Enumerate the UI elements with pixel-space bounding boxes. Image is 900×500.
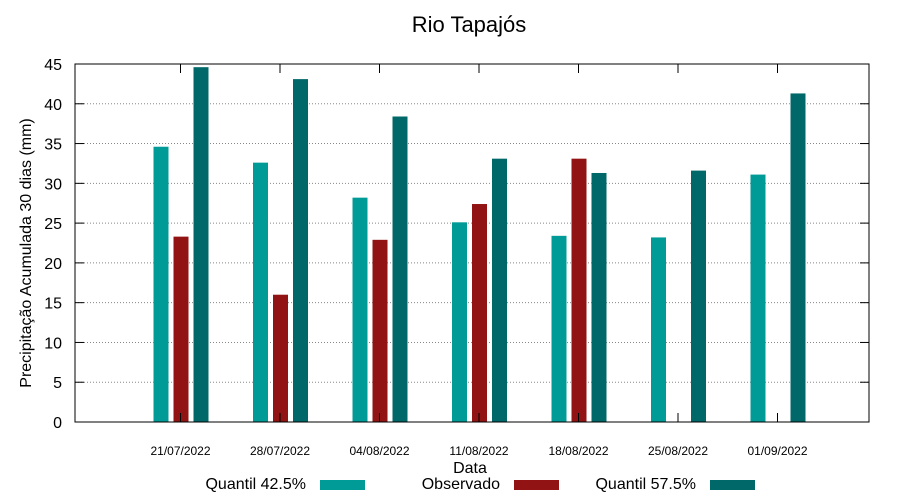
- y-tick-label: 35: [44, 137, 62, 154]
- bar: [750, 174, 766, 422]
- bar: [293, 79, 308, 423]
- legend-swatch: [710, 480, 755, 490]
- bar: [591, 172, 607, 422]
- x-axis-label: Data: [453, 460, 487, 477]
- y-tick-label: 0: [53, 415, 62, 432]
- legend-label: Observado: [422, 476, 500, 493]
- x-tick-label: 11/08/2022: [449, 444, 508, 458]
- bar: [472, 204, 487, 422]
- y-tick-label: 25: [44, 216, 62, 233]
- y-tick-label: 10: [44, 335, 62, 352]
- x-tick-label: 18/08/2022: [548, 444, 608, 458]
- bar: [571, 158, 587, 422]
- bar: [352, 197, 368, 422]
- bar: [790, 93, 806, 423]
- y-axis-label: Precipitação Acumulada 30 dias (mm): [18, 118, 35, 387]
- bar: [392, 116, 408, 423]
- bar: [691, 170, 706, 422]
- bar: [492, 158, 507, 422]
- bar: [651, 237, 666, 422]
- x-ticks: 21/07/2022 28/07/2022 04/08/2022 11/08/2022…: [150, 64, 808, 458]
- y-tick-label: 15: [44, 296, 62, 313]
- chart-title: Rio Tapajós: [412, 12, 527, 37]
- bar: [452, 222, 467, 422]
- bar: [253, 162, 268, 422]
- legend: Quantil 42.5% Observado Quantil 57.5%: [205, 476, 755, 493]
- x-tick-label: 21/07/2022: [150, 444, 210, 458]
- plot-frame: [74, 63, 870, 423]
- y-tick-label: 30: [44, 176, 62, 193]
- y-tick-label: 5: [53, 375, 62, 392]
- bar: [173, 236, 189, 422]
- legend-swatch: [514, 480, 559, 490]
- bar: [372, 239, 388, 422]
- bar: [551, 235, 567, 422]
- legend-label: Quantil 57.5%: [595, 476, 696, 493]
- x-tick-label: 01/09/2022: [747, 444, 807, 458]
- x-tick-label: 04/08/2022: [349, 444, 409, 458]
- legend-swatch: [320, 480, 365, 490]
- bar: [193, 67, 209, 422]
- bar: [273, 294, 288, 422]
- y-tick-label: 20: [44, 256, 62, 273]
- x-tick-label: 25/08/2022: [648, 444, 708, 458]
- x-tick-label: 28/07/2022: [250, 444, 310, 458]
- y-tick-label: 45: [44, 57, 62, 74]
- bars: [153, 67, 806, 423]
- y-ticks: 0 5 10 15 20 25 30 35 40 45: [44, 57, 869, 432]
- legend-label: Quantil 42.5%: [205, 476, 306, 493]
- bar: [153, 146, 169, 422]
- y-tick-label: 40: [44, 97, 62, 114]
